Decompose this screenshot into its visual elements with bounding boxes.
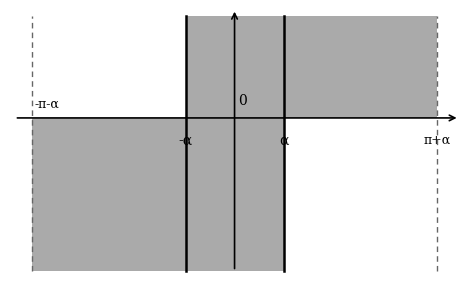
Bar — [235, 16, 438, 118]
Text: 0: 0 — [238, 94, 247, 108]
Bar — [235, 118, 283, 271]
Bar — [185, 16, 235, 118]
Text: α: α — [279, 133, 288, 147]
Text: -π-α: -π-α — [34, 98, 59, 111]
Bar — [32, 118, 235, 271]
Text: π+α: π+α — [424, 133, 451, 146]
Text: -α: -α — [179, 133, 192, 147]
